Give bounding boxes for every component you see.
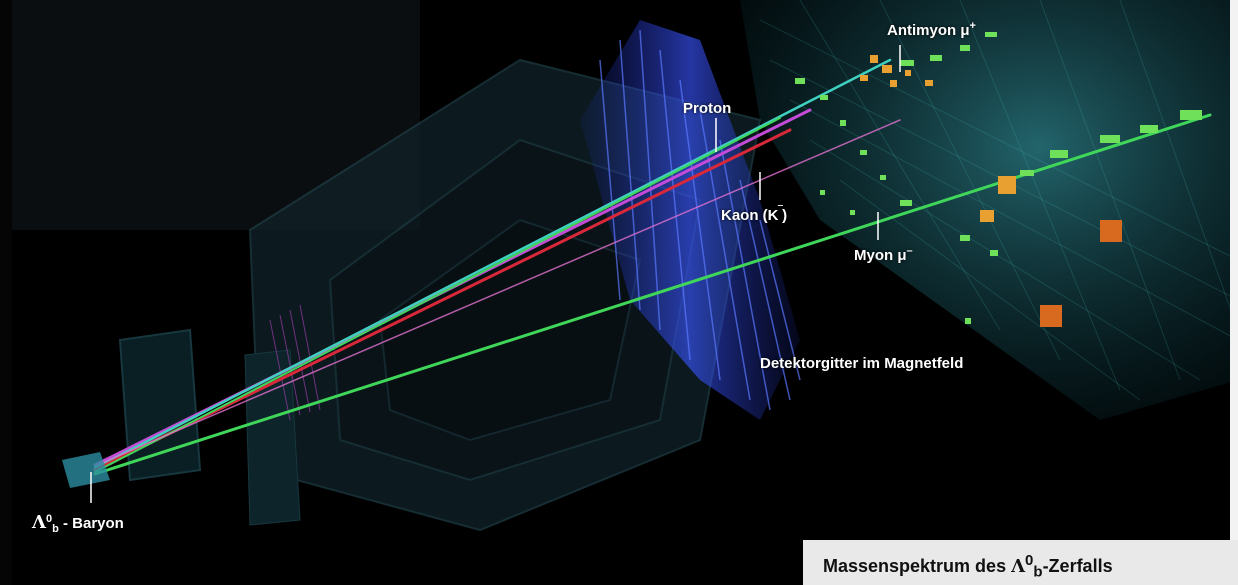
caption-title: Massenspektrum des Λ0b-Zerfalls: [823, 552, 1113, 581]
antimuon-label: Antimyon μ+: [887, 20, 976, 39]
right-edge-strip: [1230, 0, 1238, 540]
pink-track: [94, 119, 901, 467]
baryon-label: Λ0b - Baryon: [32, 512, 124, 535]
orange-hits: [860, 55, 1122, 327]
left-edge-strip: [0, 0, 12, 585]
proton-label: Proton: [683, 100, 732, 117]
green-hits: [795, 32, 1202, 324]
kaon-track: [93, 128, 792, 472]
muon-secondary-track: [94, 117, 781, 473]
magenta-layer: [269, 304, 321, 421]
label-pointers: [90, 45, 901, 503]
muon-label: Myon μ–: [854, 245, 913, 264]
antimuon-track: [93, 58, 892, 470]
caption-box: Massenspektrum des Λ0b-Zerfalls: [803, 540, 1238, 585]
vertex-box: [62, 452, 110, 488]
detector-grid-label: Detektorgitter im Magnetfeld: [760, 355, 964, 372]
blue-hit-wall: [580, 20, 801, 420]
kaon-label: Kaon (K‾): [721, 205, 788, 224]
